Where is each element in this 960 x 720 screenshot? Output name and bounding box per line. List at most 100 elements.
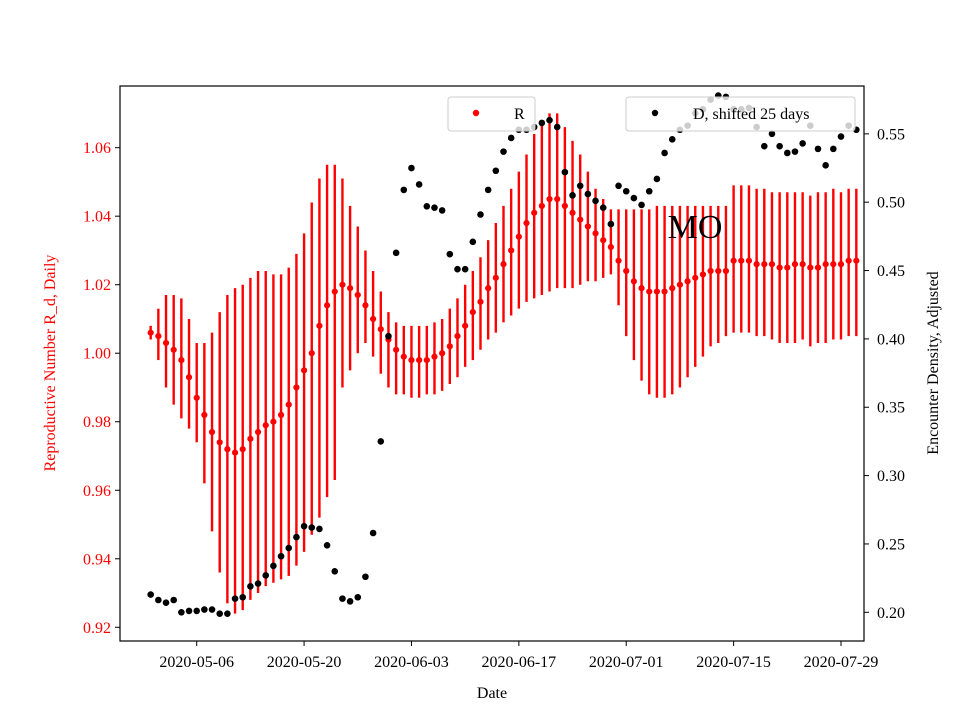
d-point	[783, 149, 791, 157]
r-point	[638, 285, 645, 292]
d-point	[354, 593, 362, 601]
r-point	[439, 350, 446, 357]
x-tick-label: 2020-05-06	[159, 654, 234, 671]
r-point	[569, 209, 576, 216]
d-point	[668, 136, 676, 143]
x-tick-label: 2020-07-01	[589, 654, 664, 671]
x-tick-label: 2020-07-29	[804, 654, 879, 671]
legend-d-label: D, shifted 25 days	[693, 106, 809, 123]
d-point	[638, 201, 645, 209]
r-point	[822, 261, 829, 268]
r-point	[730, 257, 737, 264]
r-point	[247, 435, 254, 442]
r-point	[630, 278, 637, 285]
r-point	[477, 298, 484, 305]
d-point	[155, 596, 162, 604]
d-point	[830, 145, 837, 153]
d-point	[607, 220, 615, 228]
d-point	[385, 332, 392, 340]
legend-r: R	[447, 96, 536, 132]
r-point	[615, 257, 622, 264]
legend-d: D, shifted 25 days	[625, 96, 856, 132]
r-point	[185, 374, 193, 381]
r-point	[285, 401, 292, 408]
x-tick-label: 2020-06-03	[374, 654, 449, 671]
r-point	[354, 291, 361, 299]
r-point	[492, 274, 499, 281]
r-point	[454, 332, 461, 340]
r-point	[523, 219, 530, 227]
d-point	[500, 148, 507, 155]
r-point	[853, 257, 860, 264]
r-point	[339, 281, 346, 288]
r-point	[784, 264, 791, 271]
d-point	[776, 142, 783, 150]
right-y-tick-label: 0.20	[877, 605, 905, 622]
r-point	[239, 446, 246, 453]
d-point	[822, 161, 829, 169]
d-point	[201, 606, 208, 613]
r-point	[738, 257, 745, 264]
d-point	[308, 524, 316, 531]
r-point	[224, 446, 231, 453]
d-point	[431, 204, 438, 211]
d-point	[768, 130, 776, 138]
legend-d-frame	[625, 96, 856, 132]
d-point	[323, 542, 331, 549]
r-point	[485, 285, 492, 292]
d-point	[630, 194, 638, 202]
r-point	[331, 288, 338, 295]
left-y-tick-label: 1.06	[83, 140, 111, 157]
right-y-tick-label: 0.55	[877, 126, 905, 143]
r-point	[323, 302, 331, 309]
d-point	[653, 175, 661, 183]
r-point	[308, 350, 315, 357]
r-point	[684, 278, 691, 285]
r-point	[600, 237, 607, 244]
legend-d-marker	[651, 109, 659, 117]
d-point	[247, 583, 254, 590]
r-point	[577, 216, 584, 223]
r-point	[277, 411, 285, 418]
d-point	[553, 123, 561, 131]
r-point	[807, 264, 814, 271]
d-point	[791, 148, 799, 155]
d-point	[477, 211, 484, 218]
left-y-tick-label: 0.98	[83, 414, 111, 431]
d-point	[561, 168, 569, 176]
r-point	[347, 285, 354, 292]
d-point	[369, 529, 377, 537]
r-point	[531, 209, 538, 216]
r-point	[646, 288, 653, 295]
r-point	[446, 343, 453, 350]
d-point	[216, 610, 224, 617]
right-y-tick-label: 0.40	[877, 331, 905, 348]
d-point	[408, 164, 415, 172]
left-y-tick-label: 0.92	[83, 620, 111, 637]
d-point	[492, 167, 500, 175]
left-y-axis-label: Reproductive Number R_d, Daily	[42, 255, 59, 472]
left-y-tick-label: 0.94	[83, 551, 111, 568]
r-point	[377, 326, 384, 333]
r-point	[722, 267, 730, 275]
r-point	[147, 329, 154, 336]
r-point	[462, 322, 469, 329]
left-y-axis: 0.92 0.94 0.96 0.98 1.00 1.02 1.04 1.06	[83, 140, 120, 637]
r-point	[162, 339, 170, 347]
r-point	[791, 261, 799, 268]
legend-r-frame	[447, 96, 536, 132]
r-point	[676, 281, 684, 288]
d-point	[254, 580, 262, 587]
r-point	[469, 309, 476, 316]
d-point	[346, 598, 354, 605]
r-point	[515, 233, 522, 240]
r-point	[768, 261, 776, 268]
d-point	[224, 610, 231, 617]
r-point	[293, 384, 300, 391]
r-point	[623, 267, 630, 275]
legend-r-label: R	[514, 106, 525, 123]
d-point	[446, 250, 454, 258]
d-point	[469, 238, 477, 246]
left-y-tick-label: 0.96	[83, 483, 111, 500]
